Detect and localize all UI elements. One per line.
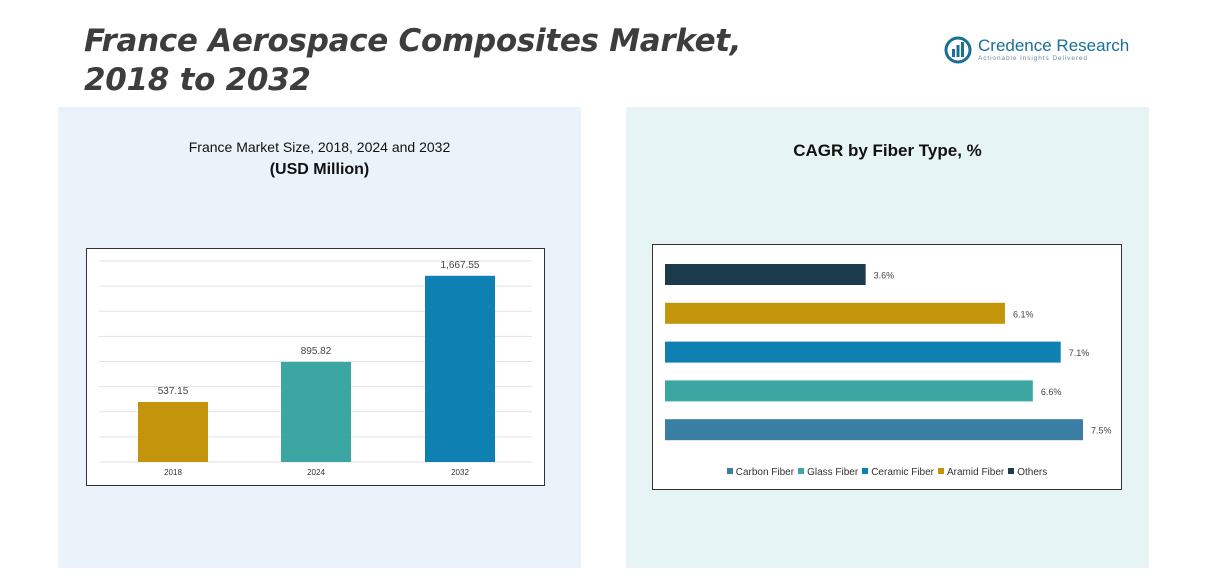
cagr-legend-swatch xyxy=(798,468,805,475)
cagr-legend-item: Carbon Fiber xyxy=(726,467,795,478)
market-size-chart-frame: 537.15 2018 895.82 2024 1,667.55 2032 xyxy=(86,248,545,486)
cagr-legend-item: Others xyxy=(1008,467,1047,478)
logo-name: Credence Research xyxy=(978,36,1130,55)
cagr-legend-label: Ceramic Fiber xyxy=(871,467,934,478)
logo-tagline: Actionable Insights Delivered xyxy=(978,55,1088,62)
market-size-chart-title: France Market Size, 2018, 2024 and 2032 xyxy=(188,139,451,155)
cagr-legend-swatch xyxy=(726,468,733,475)
cagr-legend: Carbon Fiber Glass Fiber Ceramic Fiber Aram… xyxy=(653,467,1121,478)
market-size-value-label: 537.15 xyxy=(158,386,189,397)
title-line-2: 2018 to 2032 xyxy=(84,62,311,98)
title-line-1: France Aerospace Composites Market, xyxy=(84,23,742,59)
market-size-bar-2024 xyxy=(281,361,351,462)
cagr-legend-label: Carbon Fiber xyxy=(735,467,795,478)
market-size-value-label: 1,667.55 xyxy=(441,260,480,271)
market-size-x-tick-label: 2024 xyxy=(307,468,325,477)
market-size-bar-2018 xyxy=(138,402,208,462)
cagr-value-label: 6.1% xyxy=(1013,309,1034,319)
cagr-value-label: 3.6% xyxy=(874,271,895,281)
market-size-chart-subtitle: (USD Million) xyxy=(269,161,370,178)
cagr-chart: 3.6% 6.1% 7.1% 6.6% 7.5% xyxy=(665,264,1112,441)
cagr-legend-item: Glass Fiber xyxy=(798,467,858,478)
cagr-bar-ceramic-fiber xyxy=(665,341,1061,363)
cagr-legend-item: Ceramic Fiber xyxy=(862,467,934,478)
cagr-bar-glass-fiber xyxy=(665,380,1033,402)
cagr-bar-others xyxy=(665,264,866,285)
market-size-x-tick-label: 2018 xyxy=(164,468,182,477)
cagr-legend-item: Aramid Fiber xyxy=(938,467,1004,478)
cagr-value-label: 7.1% xyxy=(1069,348,1090,358)
cagr-legend-swatch xyxy=(862,468,869,475)
market-size-value-label: 895.82 xyxy=(301,346,332,357)
cagr-chart-frame: 3.6% 6.1% 7.1% 6.6% 7.5% Carbon Fiber Glass F… xyxy=(652,244,1122,490)
cagr-legend-label: Aramid Fiber xyxy=(947,467,1005,478)
cagr-legend-label: Others xyxy=(1017,467,1048,478)
market-size-chart: 537.15 2018 895.82 2024 1,667.55 2032 xyxy=(99,260,532,477)
market-size-bar-2032 xyxy=(425,275,495,462)
cagr-value-label: 7.5% xyxy=(1091,426,1112,436)
cagr-bar-aramid-fiber xyxy=(665,302,1005,324)
cagr-legend-swatch xyxy=(938,468,944,475)
cagr-legend-swatch xyxy=(1008,468,1015,475)
market-size-x-tick-label: 2032 xyxy=(451,468,469,477)
logo-chart-icon xyxy=(944,36,972,64)
cagr-legend-label: Glass Fiber xyxy=(807,467,859,478)
cagr-chart-title: CAGR by Fiber Type, % xyxy=(793,141,982,160)
market-size-panel: France Market Size, 2018, 2024 and 2032 … xyxy=(58,107,581,568)
cagr-panel: CAGR by Fiber Type, % 3.6% 6.1% 7.1% 6.6% 7.… xyxy=(626,107,1149,568)
page-title: France Aerospace Composites Market, 2018… xyxy=(84,22,742,100)
cagr-value-label: 6.6% xyxy=(1041,387,1062,397)
cagr-bar-carbon-fiber xyxy=(665,419,1083,441)
